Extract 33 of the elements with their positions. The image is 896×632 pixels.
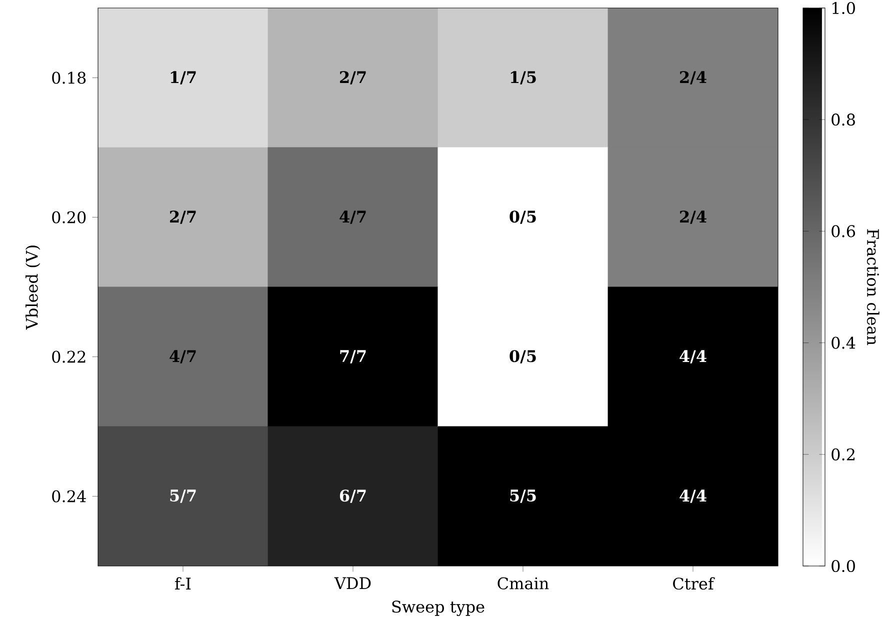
x-axis-title: Sweep type [392,600,484,616]
color-bar-label: 1.0 [832,2,855,14]
data-label: 1/5 [510,71,536,84]
color-bar-label: 0.2 [832,448,854,460]
data-label: 5/5 [510,490,536,503]
x-tick-label: Ctref [673,577,715,590]
color-bar-label: 0.0 [832,560,855,572]
data-label: 2/7 [170,210,196,224]
data-label: 2/7 [340,71,366,84]
x-tick-label: Cmain [498,577,549,590]
data-label: 0/5 [510,350,536,364]
color-bar-label: 0.4 [832,336,856,349]
data-label: 2/4 [680,71,706,84]
data-label: 4/7 [340,210,366,224]
y-axis-title: Vbleed (V) [26,246,40,330]
y-tick-label: 0.20 [52,211,86,224]
data-label: 7/7 [340,350,366,364]
color-bar-label: 0.6 [832,225,856,238]
data-label: 5/7 [170,490,196,503]
data-label: 0/5 [510,210,536,224]
y-tick-label: 0.22 [52,350,86,363]
y-tick-label: 0.18 [52,72,86,84]
color-bar-label: 0.8 [832,114,855,126]
data-label: 4/4 [680,350,706,364]
data-label: 6/7 [340,490,366,503]
y-tick-label: 0.24 [52,490,86,502]
data-label: 4/7 [170,350,196,364]
data-label: 2/4 [680,210,706,224]
x-tick-label: VDD [334,577,371,589]
x-tick-label: f-I [175,577,191,590]
data-label: 4/4 [680,490,706,503]
data-label: 1/7 [170,71,196,84]
color-bar-title: Fraction clean [866,229,880,346]
